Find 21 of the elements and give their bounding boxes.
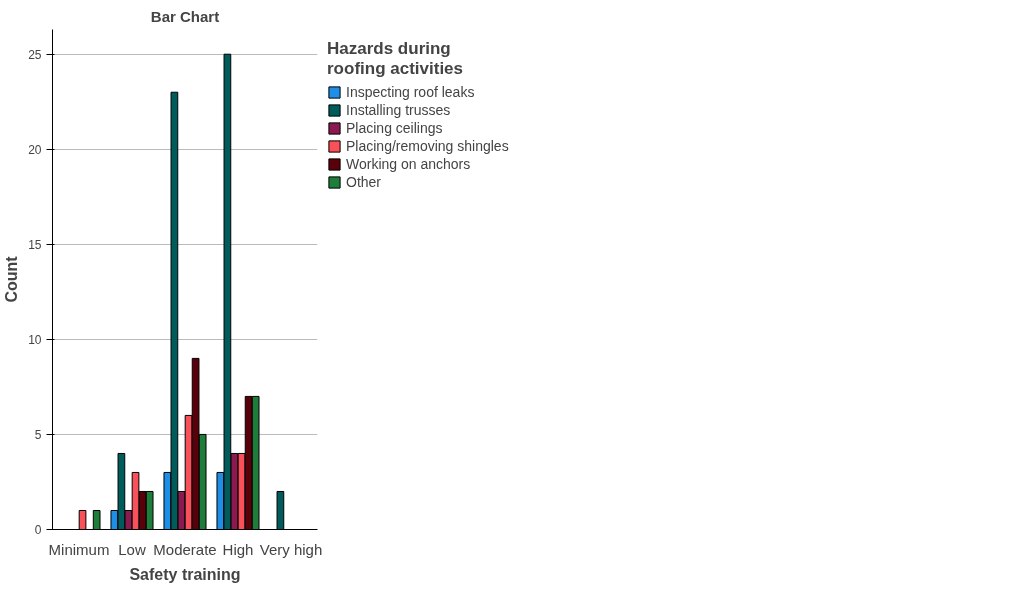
y-tick-label: 15 — [28, 237, 42, 252]
y-tick-label: 20 — [28, 142, 42, 157]
legend-label: Installing trusses — [346, 102, 451, 118]
chart-title: Bar Chart — [150, 7, 220, 25]
legend-label: Inspecting roof leaks — [346, 84, 475, 100]
y-tick-label: 10 — [28, 332, 42, 347]
legend-title: Hazards during roofing activities — [327, 39, 465, 79]
x-tick-label: High — [222, 540, 254, 558]
x-tick-label: Minimum — [48, 540, 110, 558]
x-axis-title: Safety training — [129, 565, 241, 583]
legend-label: Placing ceilings — [346, 120, 443, 136]
legend-label: Working on anchors — [346, 156, 471, 172]
x-tick-label: Very high — [259, 540, 323, 558]
y-axis-title: Count — [3, 255, 21, 303]
x-tick-label: Low — [118, 540, 146, 558]
y-tick-label: 5 — [34, 427, 42, 442]
legend-label: Placing/removing shingles — [346, 138, 509, 154]
legend-label: Other — [346, 174, 382, 190]
y-tick-label: 25 — [28, 47, 42, 62]
x-tick-label: Moderate — [153, 540, 217, 558]
y-tick-label: 0 — [34, 523, 42, 537]
